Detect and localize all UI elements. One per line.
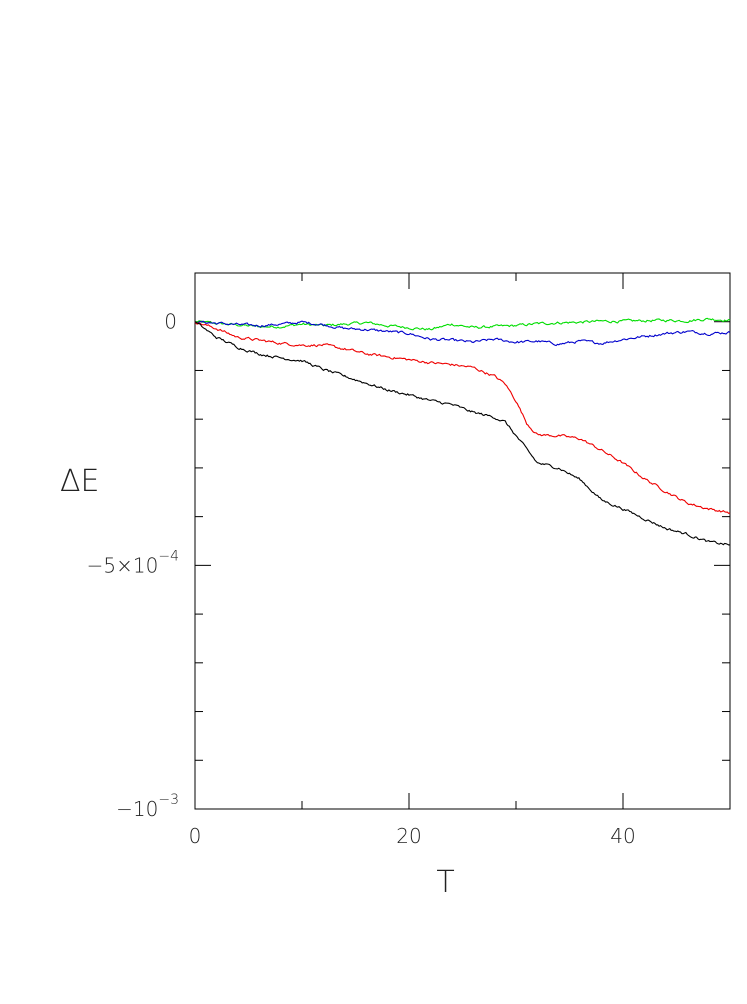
x-tick-label: 0 xyxy=(189,824,202,848)
series-line-1 xyxy=(194,317,731,331)
series-line-4 xyxy=(194,321,731,546)
y-axis-label: ΔE xyxy=(60,464,99,499)
axis-ticks xyxy=(194,273,730,810)
x-tick-label: 20 xyxy=(396,824,421,848)
series-line-3 xyxy=(194,321,731,515)
plot-frame xyxy=(194,272,731,810)
y-tick-label: −5×10−4 xyxy=(87,548,179,577)
x-tick-label: 40 xyxy=(610,824,635,848)
y-tick-labels: 0 −5×10−4 −10−3 xyxy=(87,310,179,821)
x-axis-label: T xyxy=(436,865,454,900)
x-tick-labels: 0 20 40 xyxy=(189,824,636,848)
y-tick-label: −10−3 xyxy=(116,792,179,821)
series-line-2 xyxy=(194,320,731,347)
series-layer xyxy=(194,317,731,546)
y-tick-label: 0 xyxy=(164,310,177,334)
